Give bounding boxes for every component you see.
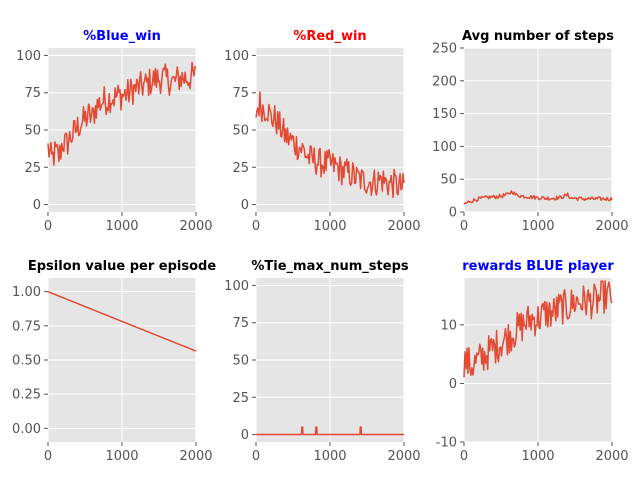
y-tick-label: 25 [232,391,249,406]
y-tick-label: 0.00 [12,422,41,437]
x-tick-label: 2000 [179,449,212,464]
y-tick-label: 0 [241,198,249,213]
subplot-title: %Red_win [293,29,366,44]
x-tick-label: 1000 [105,449,138,464]
y-tick-label: 0 [33,198,41,213]
subplot-title: rewards BLUE player [462,259,614,274]
x-tick-label: 2000 [595,219,628,234]
x-tick-label: 0 [460,449,468,464]
y-tick-label: 25 [232,161,249,176]
x-tick-label: 1000 [313,219,346,234]
x-tick-label: 1000 [105,219,138,234]
y-tick-label: 0 [241,428,249,443]
y-tick-label: 0 [449,206,457,221]
subplot-title: %Blue_win [83,29,161,44]
series-line-1 [463,280,613,378]
y-tick-label: 100 [224,49,249,64]
y-tick-label: 75 [24,86,41,101]
y-tick-label: 150 [432,107,457,122]
series-line-1 [47,61,197,166]
x-tick-label: 0 [460,219,468,234]
x-tick-label: 2000 [387,449,420,464]
x-tick-label: 1000 [521,219,554,234]
series-line-1 [256,426,404,436]
subplot-2: 0 1000 2000 0 25 50 75 100 %Red_win [224,29,420,234]
subplot-title: %Tie_max_num_steps [251,259,409,274]
y-tick-label: 100 [224,279,249,294]
x-tick-label: 2000 [595,449,628,464]
subplot-title: Epsilon value per episode [28,259,216,274]
y-tick-label: 0.25 [12,388,41,403]
x-tick-label: 2000 [179,219,212,234]
y-tick-label: 250 [432,42,457,57]
y-tick-label: 1.00 [12,285,41,300]
y-tick-label: 0 [449,377,457,392]
y-tick-label: 200 [432,74,457,89]
series-line-1 [47,291,197,352]
y-tick-label: 75 [232,316,249,331]
y-tick-label: 0.75 [12,319,41,334]
series-line-1 [255,91,405,199]
subplot-title: Avg number of steps [462,29,614,44]
x-tick-label: 1000 [313,449,346,464]
y-tick-label: 100 [16,49,41,64]
x-tick-label: 0 [44,449,52,464]
y-tick-label: 0.50 [12,354,41,369]
y-tick-label: 25 [24,161,41,176]
subplot-5: 0 1000 2000 0 25 50 75 100%Tie_max_num_steps [224,259,420,464]
y-tick-label: -10 [436,436,457,451]
subplot-1: 0 1000 2000 0 25 50 75 100 %Blue_win [16,29,212,234]
x-tick-label: 1000 [521,449,554,464]
y-tick-label: 100 [432,140,457,155]
y-tick-label: 50 [232,354,249,369]
series-line-1 [463,190,613,205]
y-tick-label: 50 [232,124,249,139]
subplot-3: 0 1000 2000 0 50 100 150 200 250 Avg number of st… [432,29,628,234]
x-tick-label: 0 [44,219,52,234]
y-tick-label: 50 [24,124,41,139]
x-tick-label: 0 [252,219,260,234]
y-tick-label: 10 [440,318,457,333]
y-tick-label: 50 [440,173,457,188]
subplot-4: 0 1000 2000 0.00 0.25 0.50 0.75 1.00 Epsilon val… [12,259,216,464]
x-tick-label: 0 [252,449,260,464]
x-tick-label: 2000 [387,219,420,234]
y-tick-label: 75 [232,86,249,101]
